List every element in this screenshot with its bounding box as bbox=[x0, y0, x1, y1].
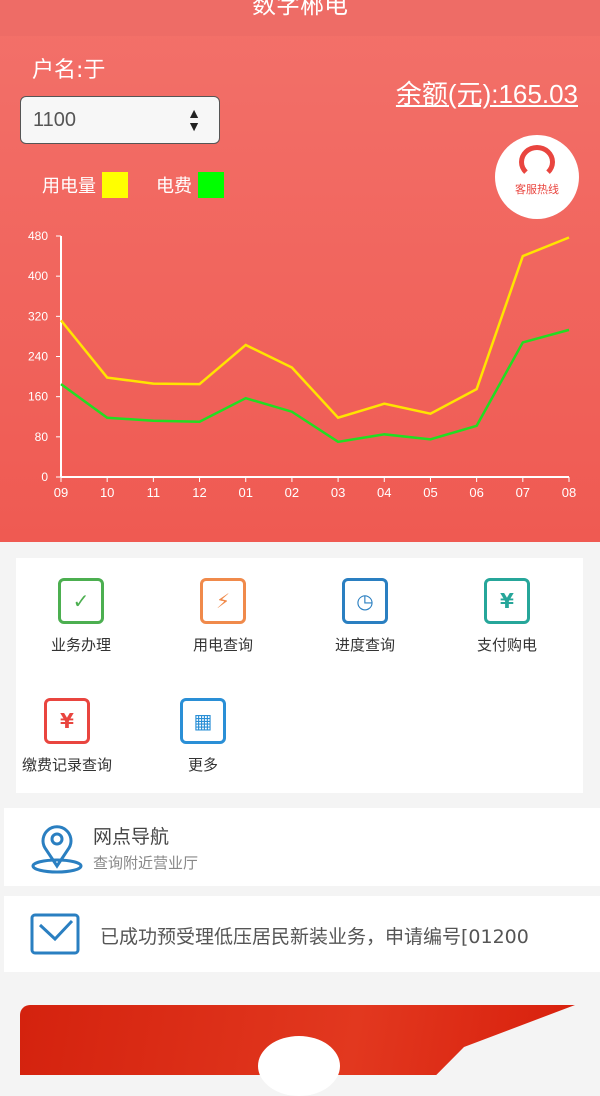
nav-title: 网点导航 bbox=[93, 822, 169, 849]
pay-icon: ¥ bbox=[484, 578, 530, 624]
service-label: 业务办理 bbox=[16, 634, 146, 655]
services-panel: ✓业务办理⚡用电查询◷进度查询¥支付购电¥缴费记录查询▦更多 bbox=[16, 558, 583, 793]
service-label: 缴费记录查询 bbox=[2, 754, 132, 775]
headset-icon bbox=[519, 145, 555, 179]
location-pin-icon bbox=[30, 822, 84, 874]
y-tick-label: 480 bbox=[28, 229, 48, 243]
service-progress[interactable]: ◷ 进度查询 bbox=[300, 578, 430, 655]
x-tick-label: 12 bbox=[192, 485, 206, 500]
x-tick-label: 03 bbox=[331, 485, 345, 500]
x-tick-label: 04 bbox=[377, 485, 391, 500]
y-tick-label: 0 bbox=[41, 470, 48, 484]
x-tick-label: 09 bbox=[54, 485, 68, 500]
payment-record-icon: ¥ bbox=[44, 698, 90, 744]
service-label: 更多 bbox=[138, 754, 268, 775]
message-text: 已成功预受理低压居民新装业务，申请编号[01200 bbox=[100, 922, 576, 949]
y-tick-label: 400 bbox=[28, 269, 48, 283]
service-pay[interactable]: ¥ 支付购电 bbox=[442, 578, 572, 655]
x-tick-label: 02 bbox=[285, 485, 299, 500]
account-value: 1100 bbox=[33, 109, 76, 131]
y-tick-label: 80 bbox=[35, 430, 49, 444]
nav-card[interactable]: 网点导航 查询附近营业厅 bbox=[4, 808, 600, 886]
service-more-grid[interactable]: ▦ 更多 bbox=[138, 698, 268, 775]
chart-legend: 用电量 电费 bbox=[42, 172, 252, 198]
business-icon: ✓ bbox=[58, 578, 104, 624]
x-tick-label: 07 bbox=[516, 485, 530, 500]
service-label: 用电查询 bbox=[158, 634, 288, 655]
service-label: 进度查询 bbox=[300, 634, 430, 655]
hotline-button[interactable]: 客服热线 bbox=[495, 135, 579, 219]
logo bbox=[258, 1036, 340, 1096]
x-tick-label: 08 bbox=[562, 485, 576, 500]
nav-subtitle: 查询附近营业厅 bbox=[93, 852, 198, 873]
service-label: 支付购电 bbox=[442, 634, 572, 655]
x-tick-label: 11 bbox=[147, 485, 161, 500]
legend-fee-swatch bbox=[198, 172, 224, 198]
message-card[interactable]: 已成功预受理低压居民新装业务，申请编号[01200 bbox=[4, 896, 600, 972]
y-tick-label: 240 bbox=[28, 350, 48, 364]
updown-arrow-icon: ▲▼ bbox=[187, 107, 201, 133]
x-tick-label: 06 bbox=[469, 485, 483, 500]
app-title: 数字郴电 bbox=[0, 0, 600, 36]
y-tick-label: 320 bbox=[28, 309, 48, 323]
service-usage-query[interactable]: ⚡ 用电查询 bbox=[158, 578, 288, 655]
service-payment-record[interactable]: ¥ 缴费记录查询 bbox=[2, 698, 132, 775]
account-select[interactable]: 1100 ▲▼ bbox=[20, 96, 220, 144]
progress-icon: ◷ bbox=[342, 578, 388, 624]
service-business[interactable]: ✓ 业务办理 bbox=[16, 578, 146, 655]
legend-fee-label: 电费 bbox=[156, 172, 192, 198]
usage-query-icon: ⚡ bbox=[200, 578, 246, 624]
hotline-label: 客服热线 bbox=[495, 181, 579, 197]
balance-link[interactable]: 余额(元):165.03 bbox=[396, 74, 578, 111]
legend-usage-swatch bbox=[102, 172, 128, 198]
more-grid-icon: ▦ bbox=[180, 698, 226, 744]
mail-icon bbox=[30, 913, 80, 955]
x-tick-label: 05 bbox=[423, 485, 437, 500]
series-line-1 bbox=[61, 330, 569, 442]
series-line-0 bbox=[61, 238, 569, 418]
x-tick-label: 01 bbox=[238, 485, 252, 500]
x-tick-label: 10 bbox=[100, 485, 114, 500]
user-name: 户名:于 bbox=[32, 52, 105, 84]
legend-usage-label: 用电量 bbox=[42, 172, 96, 198]
y-tick-label: 160 bbox=[28, 390, 48, 404]
